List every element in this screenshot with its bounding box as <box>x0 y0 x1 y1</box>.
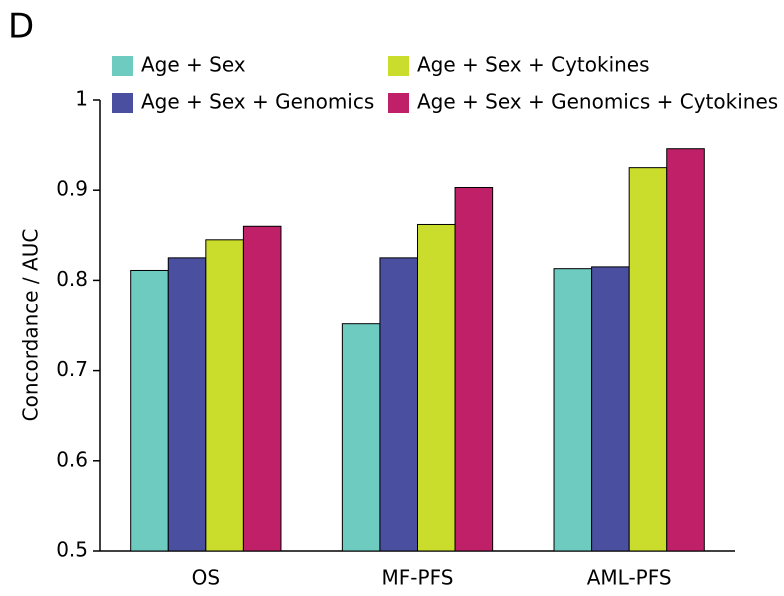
bar <box>454 186 494 552</box>
bar <box>242 225 282 552</box>
y-axis-label: Concordance / AUC <box>19 229 43 422</box>
legend-label: Age + Sex + Genomics + Cytokines <box>417 90 778 114</box>
y-tick-label: 0.5 <box>56 538 88 562</box>
y-tick-label: 0.7 <box>56 357 88 381</box>
y-tick-label: 1 <box>75 87 88 111</box>
y-tick-label: 0.9 <box>56 177 88 201</box>
bar <box>379 257 419 552</box>
legend-swatch <box>388 56 409 76</box>
y-tick-label: 0.8 <box>56 267 88 291</box>
y-tick-label: 0.6 <box>56 447 88 471</box>
legend-swatch <box>112 56 133 76</box>
legend-label: Age + Sex + Cytokines <box>417 53 650 77</box>
legend-swatch <box>388 93 409 113</box>
x-tick-label: AML-PFS <box>587 566 672 590</box>
panel-label: D <box>8 7 34 47</box>
legend-label: Age + Sex + Genomics <box>141 90 374 114</box>
bar <box>167 257 207 552</box>
x-tick-label: OS <box>192 566 220 590</box>
bar <box>553 268 593 552</box>
bar <box>341 323 381 552</box>
bar <box>205 239 244 552</box>
bar <box>666 148 705 552</box>
bar <box>591 266 630 552</box>
bar <box>417 223 456 552</box>
legend-label: Age + Sex <box>141 53 246 77</box>
legend-swatch <box>112 93 133 113</box>
x-tick-label: MF-PFS <box>382 566 454 590</box>
bar <box>628 167 668 552</box>
bar <box>130 269 169 552</box>
